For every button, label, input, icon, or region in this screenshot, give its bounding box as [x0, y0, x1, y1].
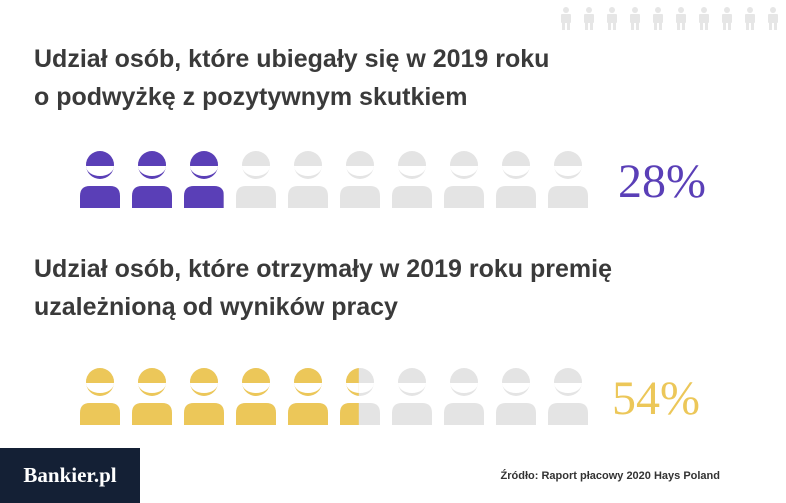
- decorative-person-icons: [561, 7, 778, 30]
- brand-logo: Bankier.pl: [0, 448, 140, 503]
- person-smiling-icon: [236, 151, 276, 208]
- person-smiling-icon-filled: [184, 368, 224, 425]
- source-note: Źródło: Raport płacowy 2020 Hays Poland: [500, 470, 720, 482]
- person-smiling-icon: [444, 151, 484, 208]
- person-icon: [676, 7, 686, 30]
- person-smiling-icon: [444, 368, 484, 425]
- chart-1-pictogram: [80, 151, 588, 208]
- person-smiling-icon-filled: [80, 368, 120, 425]
- person-smiling-icon-filled: [288, 368, 328, 425]
- chart-1-title: Udział osób, które ubiegały się w 2019 r…: [34, 40, 549, 116]
- person-icon: [607, 7, 617, 30]
- chart-2-pictogram: [80, 368, 588, 425]
- person-smiling-icon-filled: [340, 368, 359, 425]
- person-smiling-icon-filled: [132, 368, 172, 425]
- chart-1-value-label: 28%: [618, 155, 706, 208]
- person-smiling-icon: [288, 151, 328, 208]
- person-icon: [768, 7, 778, 30]
- person-icon: [699, 7, 709, 30]
- person-smiling-icon: [392, 151, 432, 208]
- chart-2-title-line-1: Udział osób, które otrzymały w 2019 roku…: [34, 255, 612, 283]
- person-smiling-icon: [548, 368, 588, 425]
- person-icon: [722, 7, 732, 30]
- person-smiling-icon: [340, 151, 380, 208]
- chart-1-title-line-1: Udział osób, które ubiegały się w 2019 r…: [34, 45, 550, 73]
- person-smiling-icon-filled: [132, 151, 172, 208]
- person-smiling-icon: [496, 368, 536, 425]
- person-smiling-icon-filled: [236, 368, 276, 425]
- person-icon: [561, 7, 571, 30]
- person-smiling-icon-filled: [80, 151, 120, 208]
- person-smiling-icon-filled: [184, 151, 224, 208]
- person-icon: [745, 7, 755, 30]
- person-icon: [630, 7, 640, 30]
- person-icon: [584, 7, 594, 30]
- person-smiling-icon: [392, 368, 432, 425]
- person-smiling-icon: [548, 151, 588, 208]
- person-icon: [653, 7, 663, 30]
- brand-name: Bankier.pl: [23, 463, 117, 487]
- person-smiling-icon: [496, 151, 536, 208]
- chart-2-value-label: 54%: [612, 372, 700, 425]
- chart-2-title-line-2: uzależnioną od wyników pracy: [34, 293, 398, 321]
- chart-2-title: Udział osób, które otrzymały w 2019 roku…: [34, 250, 612, 326]
- chart-1-title-line-2: o podwyżkę z pozytywnym skutkiem: [34, 83, 468, 111]
